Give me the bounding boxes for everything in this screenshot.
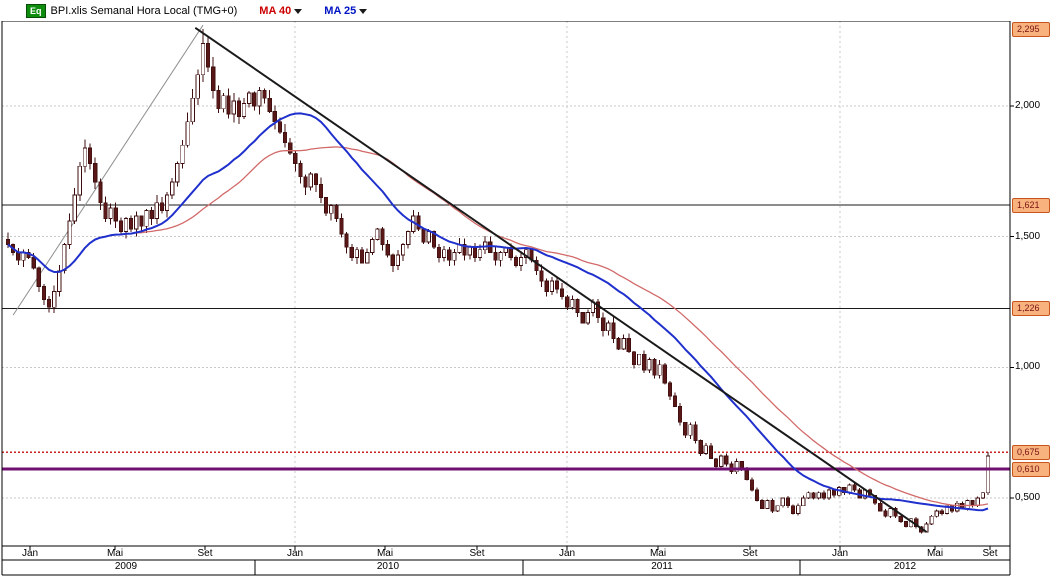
price-tick-label: 2,000 (1015, 100, 1041, 112)
month-label: Set (742, 548, 758, 559)
price-tick-label: 0,500 (1015, 491, 1041, 503)
month-label: Mai (649, 548, 667, 559)
month-label: Mai (106, 548, 124, 559)
year-label: 2009 (114, 561, 138, 572)
month-label: Jan (286, 548, 304, 559)
chevron-down-icon[interactable] (294, 8, 303, 14)
chevron-down-icon[interactable] (359, 8, 368, 14)
instrument-type-badge: Eq (26, 3, 46, 18)
month-label: Set (982, 548, 998, 559)
month-label: Jan (831, 548, 849, 559)
price-level-badge[interactable]: 1,226 (1012, 301, 1050, 317)
price-level-badge[interactable]: 1,621 (1012, 198, 1050, 214)
price-level-badge[interactable]: 0,610 (1012, 462, 1050, 478)
month-label: Set (197, 548, 213, 559)
year-label: 2012 (893, 561, 917, 572)
toolbar: Eq BPI.xlis Semanal Hora Local (TMG+0) M… (0, 0, 1058, 21)
ma40-dropdown[interactable]: MA 40 (259, 4, 303, 17)
month-label: Mai (376, 548, 394, 559)
price-tick-label: 1,000 (1015, 361, 1041, 373)
price-level-badge[interactable]: 0,675 (1012, 445, 1050, 461)
price-tick-label: 1,500 (1015, 230, 1041, 242)
month-label: Set (469, 548, 485, 559)
price-level-badge[interactable]: 2,295 (1012, 22, 1050, 38)
ma25-label: MA 25 (324, 4, 357, 17)
year-label: 2010 (376, 561, 400, 572)
month-label: Jan (21, 548, 39, 559)
chart-title: BPI.xlis Semanal Hora Local (TMG+0) (50, 4, 238, 17)
month-label: Mai (926, 548, 944, 559)
ma40-label: MA 40 (259, 4, 292, 17)
ma25-dropdown[interactable]: MA 25 (324, 4, 368, 17)
year-label: 2011 (651, 561, 673, 572)
month-label: Jan (558, 548, 576, 559)
